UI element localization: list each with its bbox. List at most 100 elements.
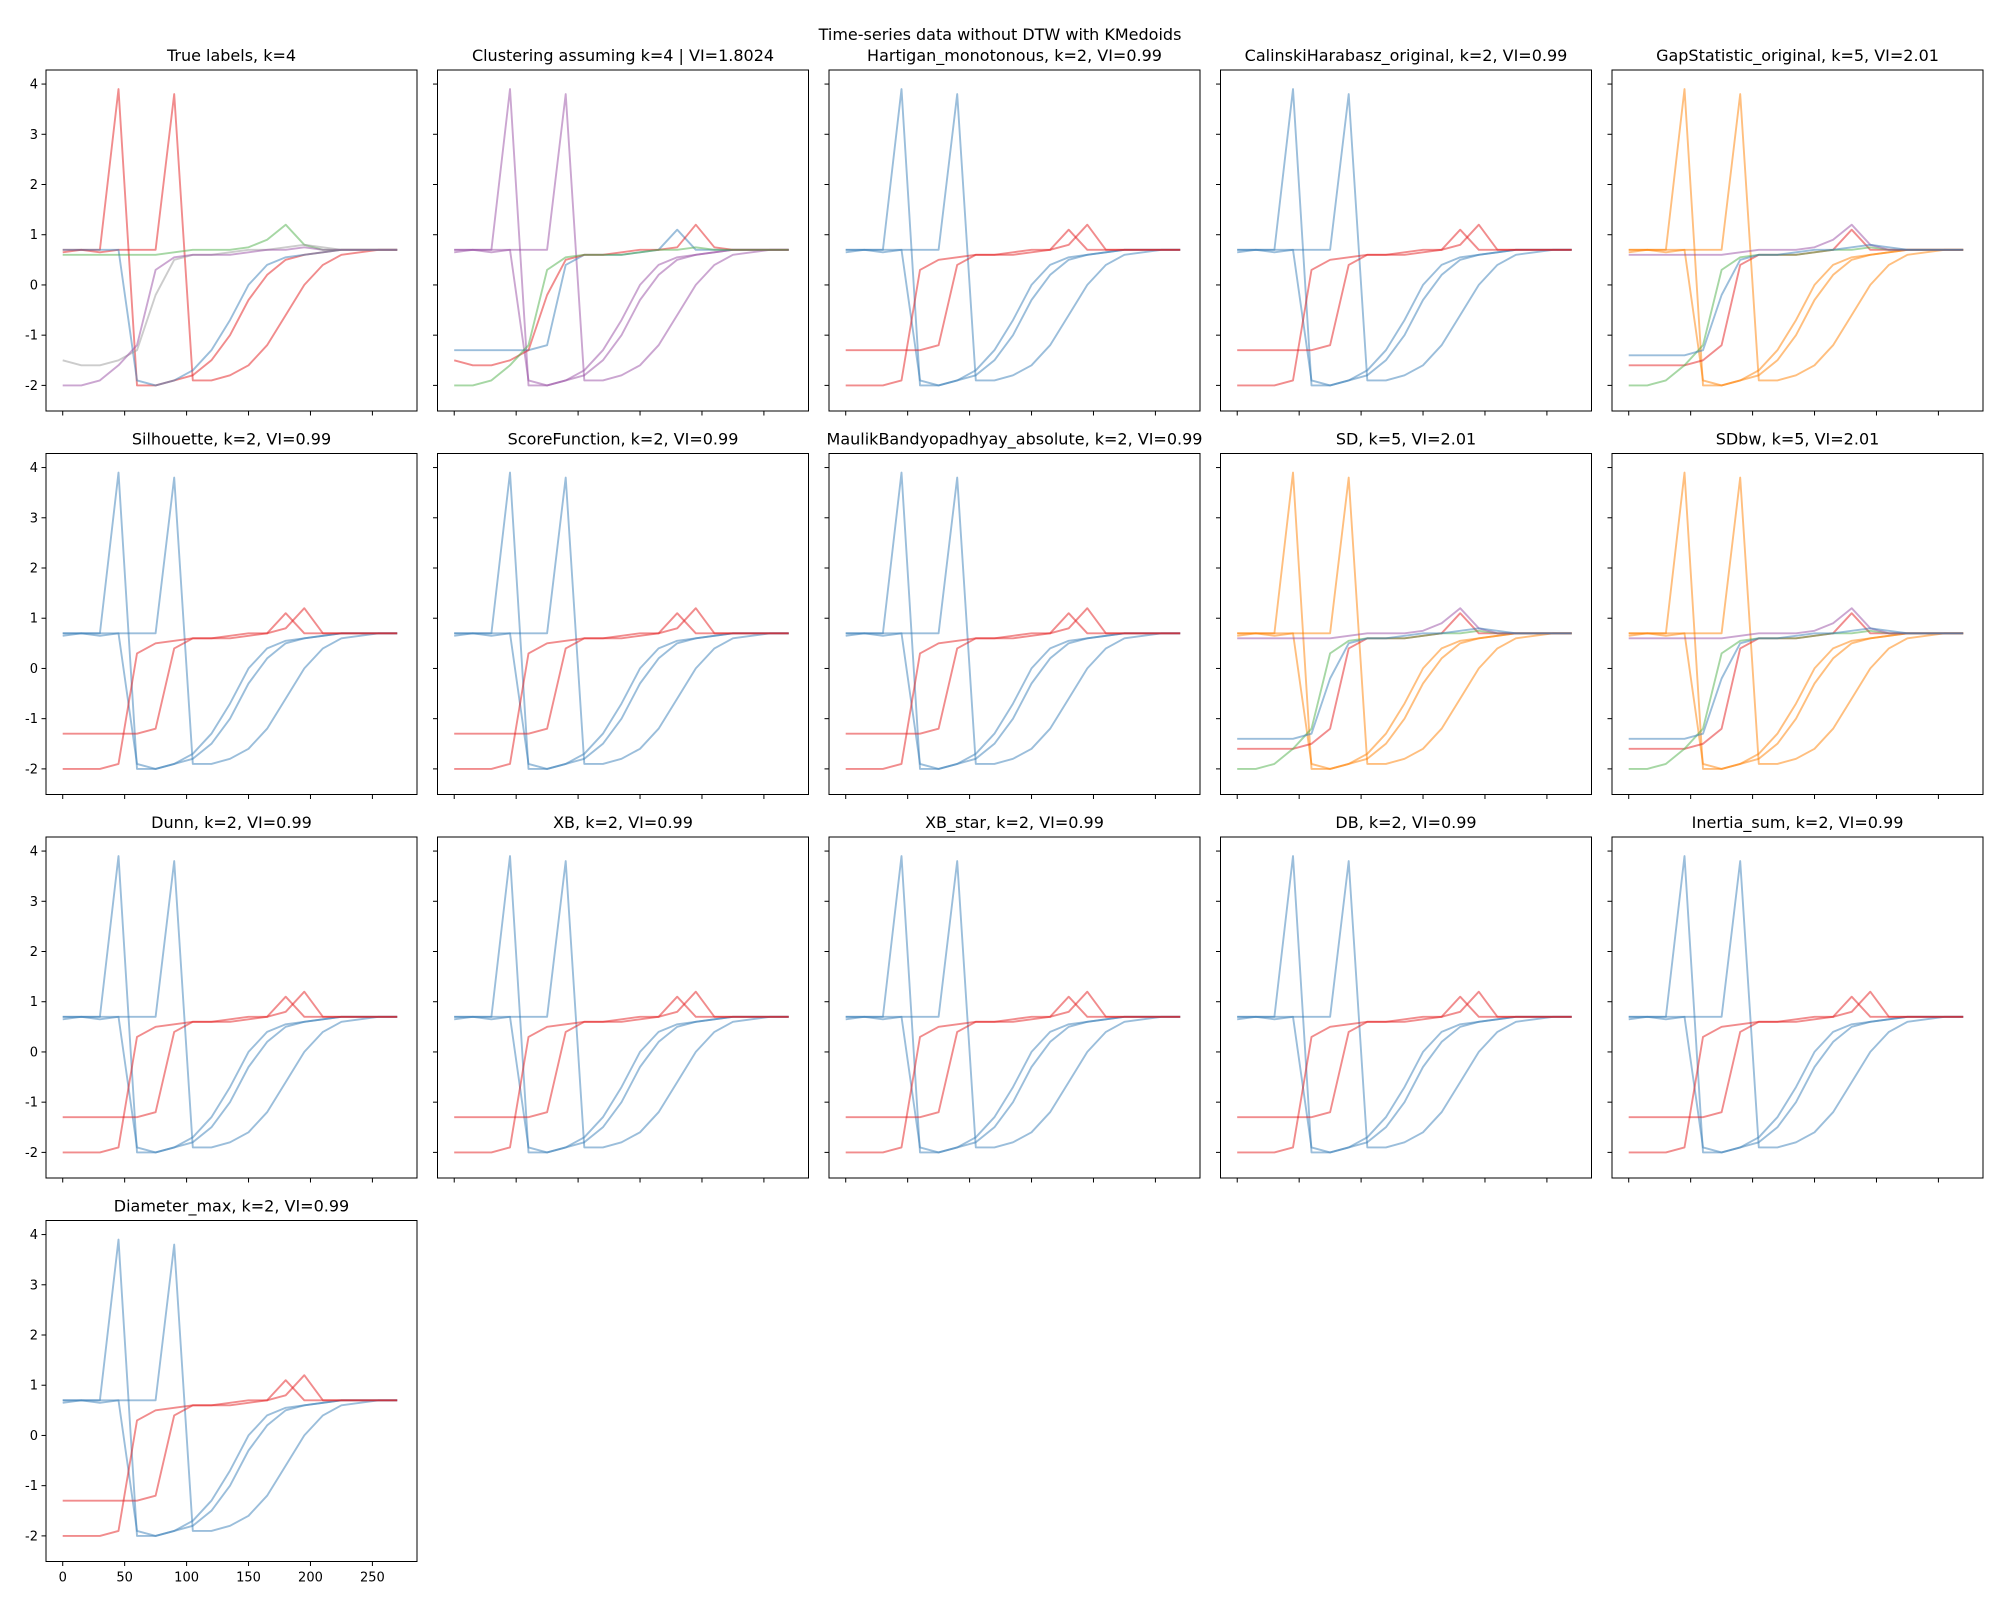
y-tick-label: -1	[25, 1096, 38, 1111]
series-line	[1237, 995, 1572, 1119]
plot-area	[62, 855, 398, 1154]
y-tick-label: 3	[30, 1278, 38, 1293]
plot-area	[1628, 855, 1964, 1154]
series-line	[845, 228, 1181, 352]
series-line	[454, 995, 789, 1119]
y-tick-label: 4	[30, 1228, 38, 1243]
subplot: Clustering assuming k=4 | VI=1.8024	[433, 46, 809, 416]
subplot: Inertia_sum, k=2, VI=0.99	[1607, 813, 1984, 1183]
axes-frame	[45, 836, 418, 1179]
y-tick-label: -2	[25, 762, 38, 777]
y-tick-label: -2	[25, 1529, 38, 1544]
series-line	[1237, 627, 1572, 740]
y-tick-label: 0	[30, 662, 38, 677]
subplot-title: ScoreFunction, k=2, VI=0.99	[508, 430, 739, 449]
axes-frame	[437, 69, 809, 412]
subplot: XB_star, k=2, VI=0.99	[824, 813, 1201, 1183]
axes-frame	[1220, 836, 1592, 1179]
subplot: SDbw, k=5, VI=2.01	[1607, 430, 1984, 799]
subplot-title: DB, k=2, VI=0.99	[1335, 813, 1476, 832]
y-tick-label: 4	[30, 78, 38, 93]
axes-frame	[437, 836, 809, 1179]
y-tick-label: 1	[30, 612, 38, 627]
axes-frame	[828, 69, 1201, 412]
subplot: Hartigan_monotonous, k=2, VI=0.99	[824, 46, 1201, 416]
plot-area	[62, 471, 398, 770]
x-tick-label: 200	[298, 1571, 323, 1586]
plot-area	[1628, 88, 1964, 387]
axes-frame	[828, 453, 1201, 795]
plot-area	[845, 855, 1181, 1154]
subplot-title: CalinskiHarabasz_original, k=2, VI=0.99	[1245, 46, 1568, 66]
series-line	[62, 612, 398, 735]
plot-area	[1237, 88, 1572, 387]
plot-area	[1628, 471, 1964, 770]
x-tick-label: 250	[360, 1571, 385, 1586]
subplot: ScoreFunction, k=2, VI=0.99	[433, 430, 809, 799]
series-line	[454, 612, 789, 735]
plot-area	[62, 88, 398, 387]
subplot: XB, k=2, VI=0.99	[433, 813, 809, 1183]
subplot-title: Clustering assuming k=4 | VI=1.8024	[472, 46, 774, 65]
series-line	[62, 246, 398, 387]
subplot-title: MaulikBandyopadhyay_absolute, k=2, VI=0.…	[827, 430, 1203, 450]
subplot: CalinskiHarabasz_original, k=2, VI=0.99	[1216, 46, 1592, 416]
series-line	[845, 612, 1181, 735]
series-line	[845, 995, 1181, 1119]
plot-area	[1237, 471, 1572, 770]
x-tick-label: 100	[174, 1571, 199, 1586]
axes-frame	[1611, 836, 1984, 1179]
subplot: DB, k=2, VI=0.99	[1216, 813, 1592, 1183]
y-tick-label: -1	[25, 712, 38, 727]
axes-frame	[45, 453, 418, 795]
axes-frame	[1611, 453, 1984, 795]
series-line	[454, 246, 789, 387]
series-line	[1628, 627, 1964, 740]
subplot-title: XB, k=2, VI=0.99	[553, 813, 693, 832]
subplot-title: XB_star, k=2, VI=0.99	[925, 813, 1104, 833]
series-line	[62, 1379, 398, 1502]
y-tick-label: 4	[30, 845, 38, 860]
subplot-title: True labels, k=4	[166, 46, 296, 65]
y-tick-label: 1	[30, 1379, 38, 1394]
y-tick-label: 2	[30, 1329, 38, 1344]
y-tick-label: 1	[30, 995, 38, 1010]
axes-frame	[1611, 69, 1984, 412]
x-tick-label: 50	[116, 1571, 133, 1586]
axes-frame	[1220, 69, 1592, 412]
x-tick-label: 150	[236, 1571, 261, 1586]
y-tick-label: -2	[25, 379, 38, 394]
y-tick-label: 0	[30, 278, 38, 293]
axes-frame	[45, 1220, 418, 1562]
subplot: Silhouette, k=2, VI=0.99 -2 -1 0 1 2 3 4	[25, 430, 418, 799]
y-tick-label: -1	[25, 329, 38, 344]
subplot: SD, k=5, VI=2.01	[1216, 430, 1592, 799]
y-tick-label: 3	[30, 128, 38, 143]
series-line	[1628, 995, 1964, 1119]
axes-frame	[828, 836, 1201, 1179]
y-tick-label: 4	[30, 461, 38, 476]
plot-area	[453, 88, 789, 387]
y-tick-label: 3	[30, 511, 38, 526]
y-tick-label: 3	[30, 895, 38, 910]
plot-area	[454, 471, 789, 770]
x-tick-label: 0	[59, 1571, 67, 1586]
subplot: MaulikBandyopadhyay_absolute, k=2, VI=0.…	[824, 430, 1203, 799]
subplot-title: GapStatistic_original, k=5, VI=2.01	[1656, 46, 1939, 66]
y-tick-label: 2	[30, 945, 38, 960]
plot-area	[1237, 855, 1572, 1154]
y-tick-label: -1	[25, 1479, 38, 1494]
y-tick-label: 0	[30, 1045, 38, 1060]
series-line	[1628, 243, 1964, 357]
axes-frame	[1220, 453, 1592, 795]
y-tick-label: 1	[30, 228, 38, 243]
subplot: GapStatistic_original, k=5, VI=2.01	[1607, 46, 1984, 416]
y-tick-label: 0	[30, 1429, 38, 1444]
figure-title: Time-series data without DTW with KMedoi…	[818, 25, 1182, 44]
subplot-title: SDbw, k=5, VI=2.01	[1716, 430, 1880, 449]
y-tick-label: -2	[25, 1146, 38, 1161]
axes-frame	[437, 453, 809, 795]
